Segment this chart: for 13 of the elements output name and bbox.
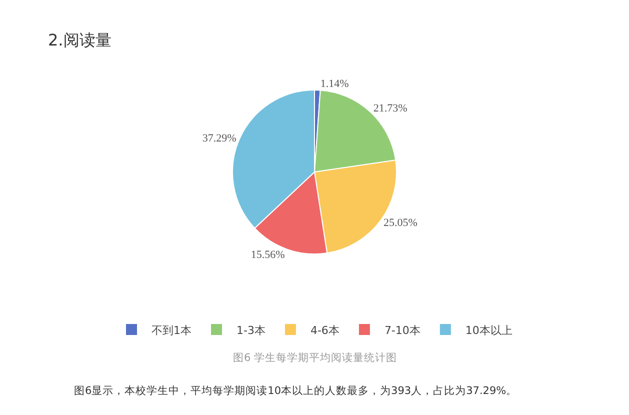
legend-label: 7-10本 — [384, 324, 420, 337]
data-label: 25.05% — [383, 216, 418, 229]
chart-title: 2.阅读量 — [48, 30, 112, 50]
caption: 图6 学生每学期平均阅读量统计图 — [233, 351, 398, 364]
data-label: 21.73% — [373, 102, 408, 115]
legend-label: 不到1本 — [152, 324, 192, 337]
data-label: 15.56% — [250, 248, 285, 261]
data-label: 1.14% — [320, 78, 349, 90]
data-label: 37.29% — [202, 132, 236, 144]
legend-label: 4-6本 — [310, 324, 340, 337]
legend-label: 10本以上 — [465, 324, 512, 337]
legend-label: 1-3本 — [236, 324, 266, 337]
caption: 图6显示，本校学生中，平均每学期阅读10本以上的人数最多，为393人，占比为37.29%。 — [74, 384, 518, 397]
